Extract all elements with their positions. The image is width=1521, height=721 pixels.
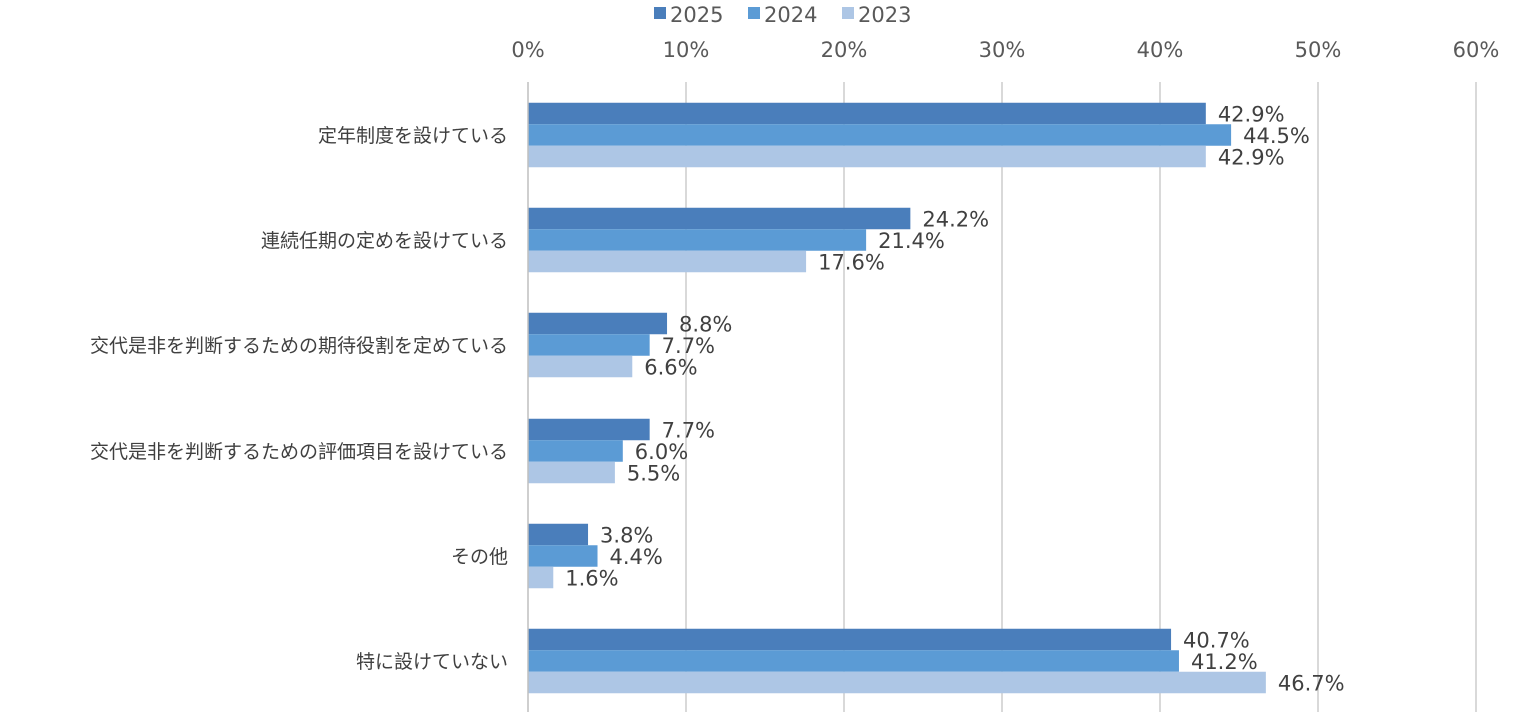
data-label-2023-item-3: 5.5% (627, 462, 680, 486)
category-label: 特に設けていない (356, 651, 508, 673)
data-label-2024-item-0: 44.5% (1243, 124, 1310, 148)
x-tick-label: 10% (663, 38, 710, 62)
x-tick-label: 40% (1137, 38, 1184, 62)
legend-swatch (842, 7, 854, 19)
data-label-2025-item-1: 24.2% (922, 208, 989, 232)
bars (528, 102, 1266, 694)
data-label-2024-item-1: 21.4% (878, 229, 945, 253)
bar-2024-item-5 (528, 650, 1179, 672)
bar-2025-item-4 (528, 523, 589, 546)
data-label-2025-item-2: 8.8% (679, 313, 732, 337)
bar-2023-item-2 (528, 355, 633, 378)
data-label-2025-item-0: 42.9% (1218, 103, 1285, 127)
x-tick-label: 30% (979, 38, 1026, 62)
legend-swatch (748, 7, 760, 19)
bar-2025-item-5 (528, 628, 1172, 651)
legend-label: 2024 (764, 3, 817, 27)
bar-2023-item-0 (528, 145, 1206, 168)
category-label: 定年制度を設けている (318, 125, 508, 147)
bar-2023-item-3 (528, 461, 615, 484)
bar-2024-item-0 (528, 124, 1232, 146)
data-label-2025-item-3: 7.7% (662, 419, 715, 443)
legend-label: 2023 (858, 3, 911, 27)
category-label: 交代是非を判断するための評価項目を設けている (90, 441, 508, 463)
data-label-2023-item-1: 17.6% (818, 251, 885, 275)
bar-2023-item-5 (528, 671, 1266, 694)
data-label-2024-item-3: 6.0% (635, 440, 688, 464)
bar-2023-item-1 (528, 250, 807, 273)
bar-2025-item-1 (528, 207, 911, 230)
category-labels: 定年制度を設けている連続任期の定めを設けている交代是非を判断するための期待役割を… (90, 125, 508, 673)
data-label-2025-item-5: 40.7% (1183, 629, 1250, 653)
bar-2023-item-4 (528, 566, 554, 589)
category-label: その他 (451, 546, 508, 568)
legend-item-2025: 2025 (654, 3, 723, 27)
x-tick-label: 0% (511, 38, 544, 62)
bar-2024-item-4 (528, 545, 598, 567)
data-label-2025-item-4: 3.8% (600, 524, 653, 548)
data-label-2023-item-4: 1.6% (565, 567, 618, 591)
category-label: 連続任期の定めを設けている (261, 230, 508, 252)
bar-2024-item-3 (528, 440, 623, 462)
data-label-2024-item-2: 7.7% (662, 334, 715, 358)
data-label-2023-item-5: 46.7% (1278, 672, 1345, 696)
legend-item-2023: 2023 (842, 3, 911, 27)
x-tick-label: 50% (1295, 38, 1342, 62)
bar-2025-item-2 (528, 312, 668, 335)
legend-swatch (654, 7, 666, 19)
x-tick-label: 60% (1453, 38, 1500, 62)
bar-2024-item-1 (528, 229, 867, 251)
bar-2025-item-3 (528, 418, 650, 441)
data-label-2024-item-5: 41.2% (1191, 650, 1258, 674)
legend-label: 2025 (670, 3, 723, 27)
vertical-gridlines (685, 82, 1477, 712)
chart-legend: 2025 2024 2023 (654, 3, 911, 27)
data-labels: 42.9%44.5%42.9%24.2%21.4%17.6%8.8%7.7%6.… (565, 103, 1344, 696)
bar-2025-item-0 (528, 102, 1206, 125)
x-axis-tick-labels: 0% 10% 20% 30% 40% 50% 60% (511, 38, 1499, 62)
x-tick-label: 20% (821, 38, 868, 62)
data-label-2023-item-0: 42.9% (1218, 146, 1285, 170)
data-label-2024-item-4: 4.4% (610, 545, 663, 569)
category-label: 交代是非を判断するための期待役割を定めている (90, 335, 508, 357)
legend-item-2024: 2024 (748, 3, 817, 27)
bar-2024-item-2 (528, 334, 650, 356)
data-label-2023-item-2: 6.6% (644, 356, 697, 380)
